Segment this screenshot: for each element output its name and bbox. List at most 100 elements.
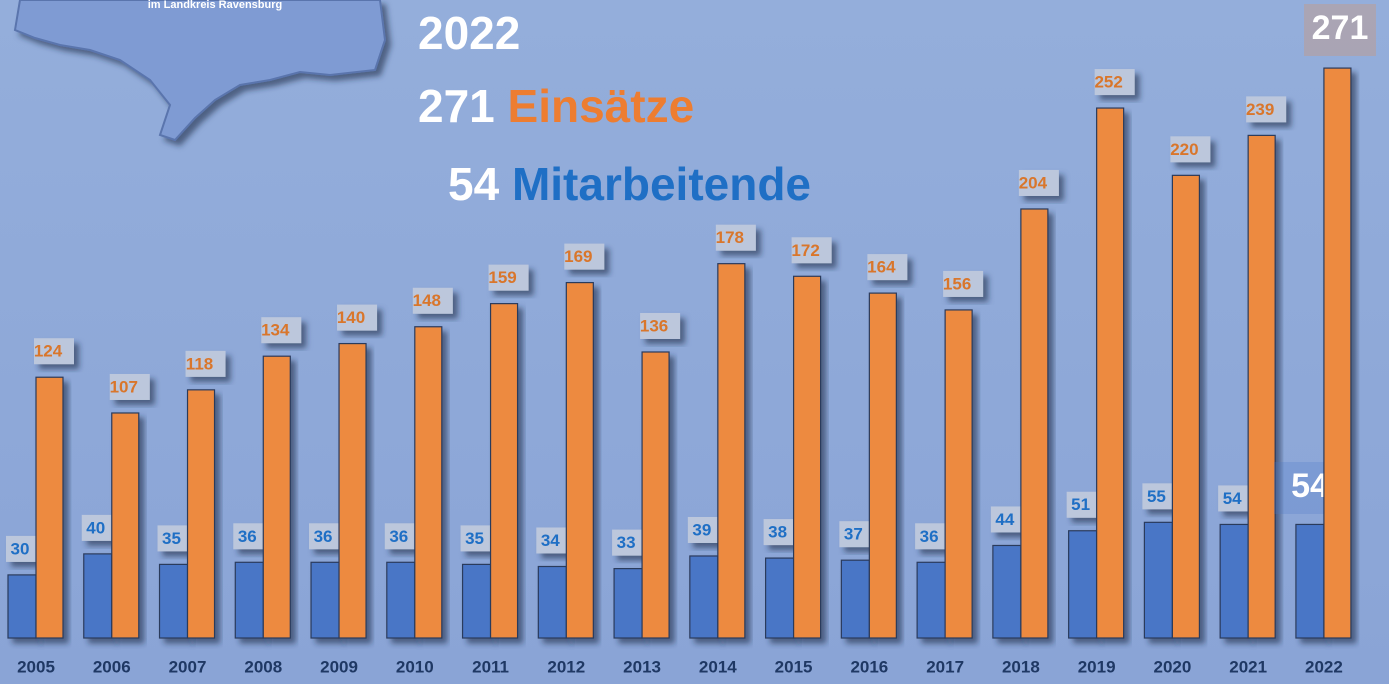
data-label: 54 [1291,467,1329,505]
bar [1171,174,1201,639]
label-box [185,350,226,377]
data-label: 38 [768,523,787,542]
data-label: 134 [261,321,290,340]
data-label: 124 [34,342,63,361]
x-tick-label: 2008 [244,657,282,676]
bar [158,563,189,639]
data-label: 51 [1071,495,1090,514]
data-label: 204 [1019,173,1048,192]
label-box [640,312,681,339]
data-label: 159 [488,268,516,287]
bar [1143,521,1174,639]
bar [1323,67,1352,639]
headline-number: 271 [418,80,495,132]
data-label: 252 [1094,73,1122,92]
data-label: 36 [238,527,257,546]
data-label: 36 [920,527,939,546]
data-label: 169 [564,247,592,266]
headline-year: 2022 [418,7,520,59]
label-box [1018,169,1059,196]
bar [717,263,746,639]
bar [992,544,1022,639]
bar [840,559,870,639]
label-box [337,304,378,331]
x-tick-label: 2007 [169,657,207,676]
bar [338,342,367,639]
data-label: 156 [943,274,971,293]
bar [186,389,216,639]
data-label: 220 [1170,140,1198,159]
label-box [867,254,908,281]
bar [310,561,340,639]
bar [1096,107,1125,639]
label-box [943,270,984,297]
data-label: 172 [791,241,819,260]
label-box [34,338,74,365]
bar [461,563,492,639]
bar [1295,523,1325,639]
bar [414,326,443,639]
bar [262,355,291,639]
data-label: 136 [640,316,668,335]
data-label: 36 [389,527,408,546]
x-tick-label: 2019 [1078,657,1116,676]
x-tick-label: 2009 [320,657,358,676]
headline-label: Einsätze [508,80,695,132]
bar [565,281,594,639]
x-tick-label: 2011 [472,657,509,676]
data-label: 35 [162,529,181,548]
x-tick-label: 2021 [1229,657,1267,676]
data-label: 140 [337,308,365,327]
data-label: 271 [1312,9,1369,47]
bar [613,568,643,639]
data-label: 44 [995,510,1014,529]
bar [234,561,264,639]
data-label: 35 [465,529,484,548]
logo-map [13,0,387,142]
label-box [488,264,529,291]
data-label: 39 [692,520,711,539]
x-tick-label: 2017 [926,657,964,676]
bar [1068,530,1098,639]
data-label: 40 [86,518,105,537]
x-tick-label: 2018 [1002,657,1040,676]
label-box [1304,4,1376,56]
x-tick-label: 2022 [1305,657,1343,676]
headline-line: 54 Mitarbeitende [448,158,811,210]
x-tick-label: 2013 [623,657,661,676]
data-label: 178 [716,228,744,247]
x-tick-label: 2010 [396,657,434,676]
bar [1219,523,1249,639]
bar [35,376,64,639]
x-tick-label: 2020 [1153,657,1191,676]
bar [944,309,973,639]
data-label: 107 [110,377,138,396]
bar [1020,208,1049,639]
data-label: 118 [186,354,213,373]
data-label: 34 [541,531,560,550]
data-label: 54 [1223,489,1242,508]
headline-number: 54 [448,158,500,210]
label-box [1094,69,1135,96]
bar [1247,134,1276,639]
bar [537,565,567,639]
data-label: 33 [617,533,636,552]
label-box [715,224,756,251]
bar [111,412,140,639]
x-tick-label: 2016 [850,657,888,676]
label-box [1170,136,1211,163]
x-tick-label: 2012 [547,657,585,676]
bar [386,561,416,639]
bar [83,553,113,639]
x-tick-label: 2015 [775,657,813,676]
logo-text: im Landkreis Ravensburg [148,0,283,11]
label-box [564,243,605,270]
data-label: 36 [314,527,333,546]
bar [7,574,37,639]
x-tick-label: 2014 [699,657,737,676]
bar [792,275,822,639]
bar [689,555,719,639]
bar [764,557,795,639]
bar [489,303,519,639]
